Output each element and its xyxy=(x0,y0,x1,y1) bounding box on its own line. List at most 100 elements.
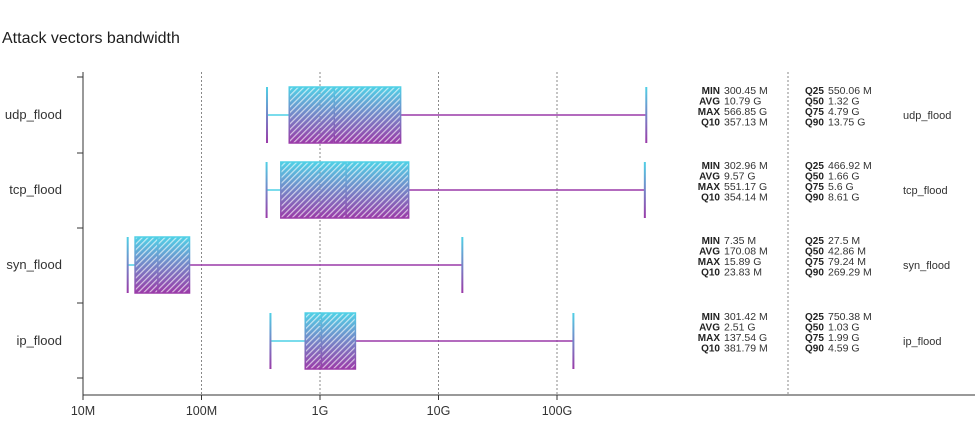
box-hatch xyxy=(280,162,409,218)
box-hatch xyxy=(289,87,401,143)
stat-value: 1.66 G xyxy=(828,171,860,183)
stat-key: MIN xyxy=(702,161,720,172)
box-hatch xyxy=(305,313,356,369)
stat-value: 137.54 G xyxy=(724,332,767,344)
stat-key: Q25 xyxy=(805,312,824,323)
median-line xyxy=(345,162,347,218)
box-syn_flood xyxy=(126,236,464,294)
stat-value: 10.79 G xyxy=(724,96,761,108)
stat-value: 15.89 G xyxy=(724,256,761,268)
stat-value: 2.51 G xyxy=(724,322,756,334)
stat-key: Q75 xyxy=(805,107,824,118)
stat-value: 551.17 G xyxy=(724,181,767,193)
stat-key: AVG xyxy=(699,97,720,108)
stat-value: 1.99 G xyxy=(828,332,860,344)
stat-key: Q50 xyxy=(805,172,824,183)
box-outline xyxy=(280,161,410,219)
stat-key: Q90 xyxy=(805,344,824,355)
stat-value: 550.06 M xyxy=(828,85,872,97)
stat-key: AVG xyxy=(699,323,720,334)
stat-value: 4.79 G xyxy=(828,106,860,118)
x-tick-label: 100G xyxy=(542,404,573,418)
stat-key: Q10 xyxy=(701,118,720,129)
box-outline xyxy=(134,236,191,294)
median-line xyxy=(157,237,159,293)
stat-value: 42.86 M xyxy=(828,246,866,258)
stat-value: 750.38 M xyxy=(828,311,872,323)
stat-key: Q50 xyxy=(805,323,824,334)
stat-key: MIN xyxy=(702,236,720,247)
stat-key: MAX xyxy=(698,257,721,268)
stat-key: Q75 xyxy=(805,182,824,193)
stat-key: MAX xyxy=(698,333,721,344)
stat-key: Q90 xyxy=(805,193,824,204)
whisker-low-cap xyxy=(266,87,269,143)
stat-key: Q10 xyxy=(701,268,720,279)
stat-value: 9.57 G xyxy=(724,171,756,183)
median-line xyxy=(320,313,323,369)
box-ip_flood xyxy=(269,312,575,370)
stat-key: Q50 xyxy=(805,247,824,258)
whisker-low-cap xyxy=(126,237,129,293)
stat-key: MIN xyxy=(702,86,720,97)
whisker-low-cap xyxy=(265,162,268,218)
box-outline xyxy=(304,312,357,370)
series-label: tcp_flood xyxy=(903,185,948,197)
category-label: tcp_flood xyxy=(9,182,62,197)
stat-value: 23.83 M xyxy=(724,267,762,279)
median-line xyxy=(333,87,336,143)
stat-value: 13.75 G xyxy=(828,117,865,129)
stat-value: 357.13 M xyxy=(724,117,768,129)
stat-key: Q25 xyxy=(805,86,824,97)
stat-value: 5.6 G xyxy=(828,181,854,193)
box-udp_flood xyxy=(266,86,648,144)
stat-value: 381.79 M xyxy=(724,343,768,355)
stat-value: 269.29 M xyxy=(828,267,872,279)
stat-value: 566.85 G xyxy=(724,106,767,118)
whisker-high-cap xyxy=(461,237,464,293)
stat-key: Q75 xyxy=(805,333,824,344)
category-label: udp_flood xyxy=(5,107,62,122)
chart-title: Attack vectors bandwidth xyxy=(2,30,180,47)
stat-value: 1.32 G xyxy=(828,96,860,108)
stat-value: 4.59 G xyxy=(828,343,860,355)
category-label: ip_flood xyxy=(16,333,62,348)
box-hatch xyxy=(135,237,190,293)
stat-value: 301.42 M xyxy=(724,311,768,323)
stat-key: Q90 xyxy=(805,118,824,129)
axes: 10M 100M 1G 10G 100G udp_flood tcp_flood syn_fl… xyxy=(5,72,975,418)
x-tick-label: 10M xyxy=(71,404,95,418)
stat-value: 27.5 M xyxy=(828,235,860,247)
category-label: syn_flood xyxy=(6,257,62,272)
stat-value: 7.35 M xyxy=(724,235,756,247)
stat-key: MAX xyxy=(698,182,721,193)
box-outline xyxy=(288,86,402,144)
stat-key: Q10 xyxy=(701,193,720,204)
stat-value: 302.96 M xyxy=(724,160,768,172)
stat-value: 8.61 G xyxy=(828,192,860,204)
series-label: udp_flood xyxy=(903,110,951,122)
x-tick-label: 1G xyxy=(312,404,329,418)
stat-value: 79.24 M xyxy=(828,256,866,268)
whisker-low-cap xyxy=(269,313,272,369)
series-label: ip_flood xyxy=(903,336,942,348)
stat-key: MAX xyxy=(698,107,721,118)
stat-value: 466.92 M xyxy=(828,160,872,172)
stat-key: Q75 xyxy=(805,257,824,268)
boxes xyxy=(126,86,648,370)
stat-key: MIN xyxy=(702,312,720,323)
stat-value: 300.45 M xyxy=(724,85,768,97)
whisker-high-cap xyxy=(572,313,575,369)
x-tick-label: 100M xyxy=(186,404,217,418)
whisker-high-cap xyxy=(643,162,646,218)
stat-key: Q50 xyxy=(805,97,824,108)
series-label: syn_flood xyxy=(903,260,950,272)
stat-value: 1.03 G xyxy=(828,322,860,334)
stat-key: AVG xyxy=(699,247,720,258)
stat-key: Q10 xyxy=(701,344,720,355)
stat-key: Q90 xyxy=(805,268,824,279)
x-tick-label: 10G xyxy=(427,404,451,418)
whisker-high-cap xyxy=(645,87,648,143)
